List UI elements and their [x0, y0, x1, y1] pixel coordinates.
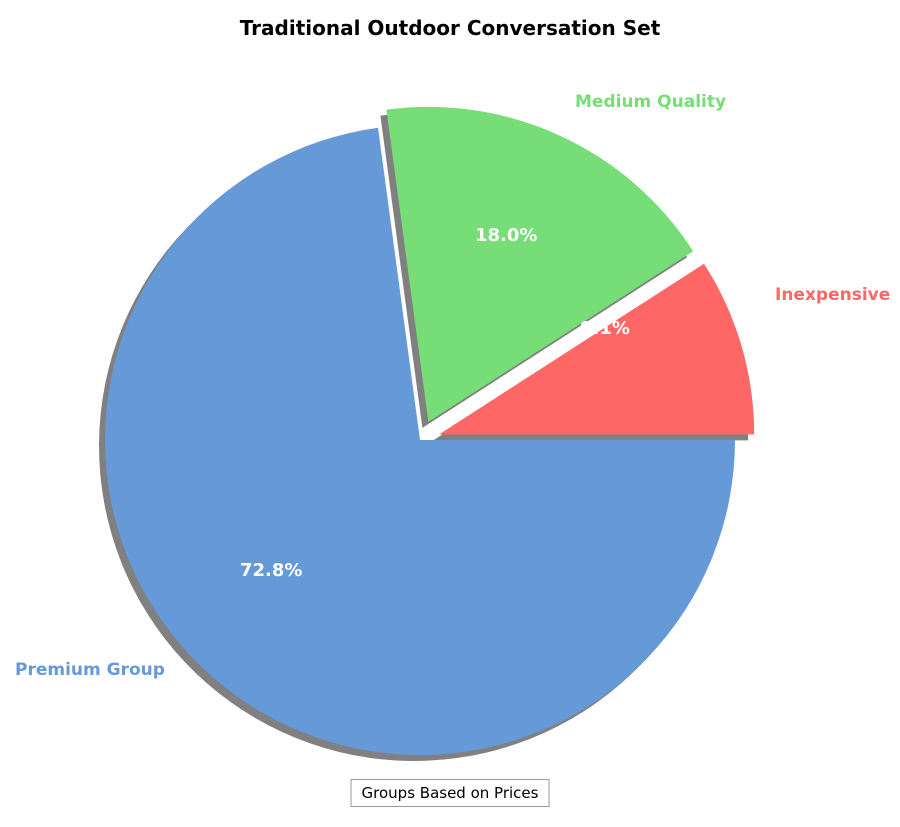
- legend-title: Groups Based on Prices: [351, 779, 550, 807]
- slice-percent: 9.1%: [580, 318, 630, 339]
- slice-percent: 18.0%: [475, 225, 537, 246]
- slice-percent: 72.8%: [240, 560, 302, 581]
- slice-label: Medium Quality: [575, 92, 726, 112]
- slice-label: Premium Group: [15, 660, 165, 680]
- slice-label: Inexpensive: [775, 285, 890, 305]
- pie-chart: [0, 0, 900, 827]
